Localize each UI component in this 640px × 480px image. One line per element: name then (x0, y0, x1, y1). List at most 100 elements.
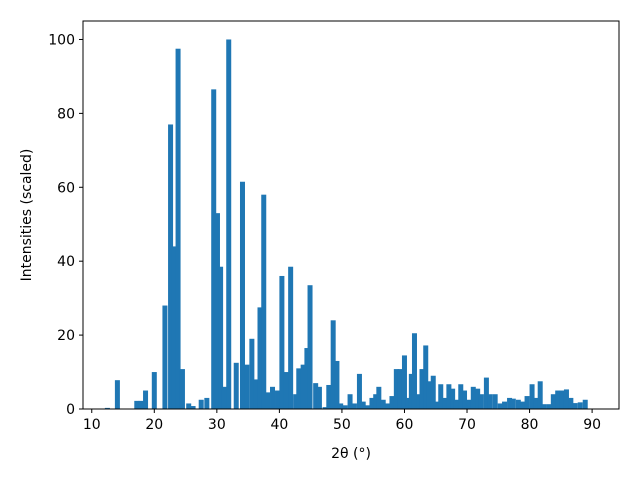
bar (458, 384, 464, 409)
bar (233, 362, 239, 409)
bar (559, 390, 565, 409)
y-tick-label: 100 (48, 32, 75, 48)
x-axis-label: 2θ (°) (331, 446, 371, 462)
bar (275, 390, 281, 409)
bar (401, 355, 407, 409)
bar (373, 394, 379, 409)
bar (313, 383, 319, 409)
bar (218, 266, 224, 409)
bar (162, 305, 168, 409)
bar (151, 372, 157, 409)
bar (221, 386, 227, 409)
bar (198, 399, 204, 409)
x-tick-label: 40 (270, 417, 288, 433)
bar (385, 403, 391, 409)
x-tick-label: 90 (583, 417, 601, 433)
bar (487, 394, 493, 409)
bar (175, 48, 181, 409)
bar (300, 364, 306, 409)
bar (249, 338, 255, 409)
y-tick-label: 40 (57, 254, 75, 270)
bar (582, 399, 588, 409)
bar (483, 377, 489, 409)
bar (393, 369, 399, 409)
bar (239, 181, 245, 409)
bar (507, 397, 513, 409)
bar (190, 406, 196, 409)
bar (330, 320, 336, 409)
y-axis-label: Intensities (scaled) (19, 149, 35, 282)
x-tick-label: 70 (458, 417, 476, 433)
bar (253, 379, 259, 409)
bar (186, 403, 192, 409)
bar (168, 124, 174, 409)
bar (347, 394, 353, 409)
bar (283, 372, 289, 409)
bar (555, 390, 561, 409)
bar (134, 400, 140, 409)
bar (502, 401, 508, 409)
bar (376, 386, 382, 409)
bar (462, 390, 468, 409)
bar (568, 397, 574, 409)
bar (497, 403, 503, 409)
bar (179, 369, 185, 409)
bar (470, 386, 476, 409)
bar (520, 401, 526, 409)
bar (365, 405, 371, 409)
y-tick-label: 80 (57, 106, 75, 122)
x-tick-label: 30 (208, 417, 226, 433)
x-tick-label: 50 (333, 417, 351, 433)
bar (356, 373, 362, 409)
y-tick-label: 0 (66, 402, 75, 418)
bar (546, 404, 552, 409)
bar (351, 403, 357, 409)
x-tick-label: 60 (396, 417, 414, 433)
bar (360, 401, 366, 409)
bar (408, 373, 414, 409)
bar (446, 384, 452, 409)
bar (204, 397, 210, 409)
bar (114, 380, 120, 409)
bar (338, 403, 344, 409)
bar (492, 394, 498, 409)
bar (419, 369, 425, 409)
bar (426, 381, 432, 409)
x-tick-label: 10 (83, 417, 101, 433)
bar (171, 246, 177, 409)
bar (244, 364, 250, 409)
bar (541, 404, 547, 409)
bar (270, 386, 276, 409)
bar (572, 403, 578, 409)
bar (405, 397, 411, 409)
bar (334, 360, 340, 409)
bar (450, 388, 456, 409)
bar (430, 375, 436, 409)
bar (397, 369, 403, 409)
bar (226, 39, 232, 409)
bar (529, 384, 535, 409)
bar (211, 89, 217, 409)
bar (296, 368, 302, 409)
bar (322, 407, 328, 409)
bar (380, 399, 386, 409)
bar (143, 390, 149, 409)
bar (261, 194, 267, 409)
bar (214, 213, 220, 409)
bar (279, 275, 285, 409)
bar (515, 399, 521, 409)
bar (316, 386, 322, 409)
x-tick-label: 20 (145, 417, 163, 433)
plot-frame (82, 20, 620, 410)
y-tick-label: 60 (57, 180, 75, 196)
x-tick-label: 80 (521, 417, 539, 433)
y-tick-label: 20 (57, 328, 75, 344)
bar (293, 394, 299, 409)
bar (326, 384, 332, 409)
bar (510, 398, 516, 409)
bar (434, 401, 440, 409)
bar (438, 384, 444, 409)
bar (307, 285, 313, 409)
bar (550, 394, 556, 409)
